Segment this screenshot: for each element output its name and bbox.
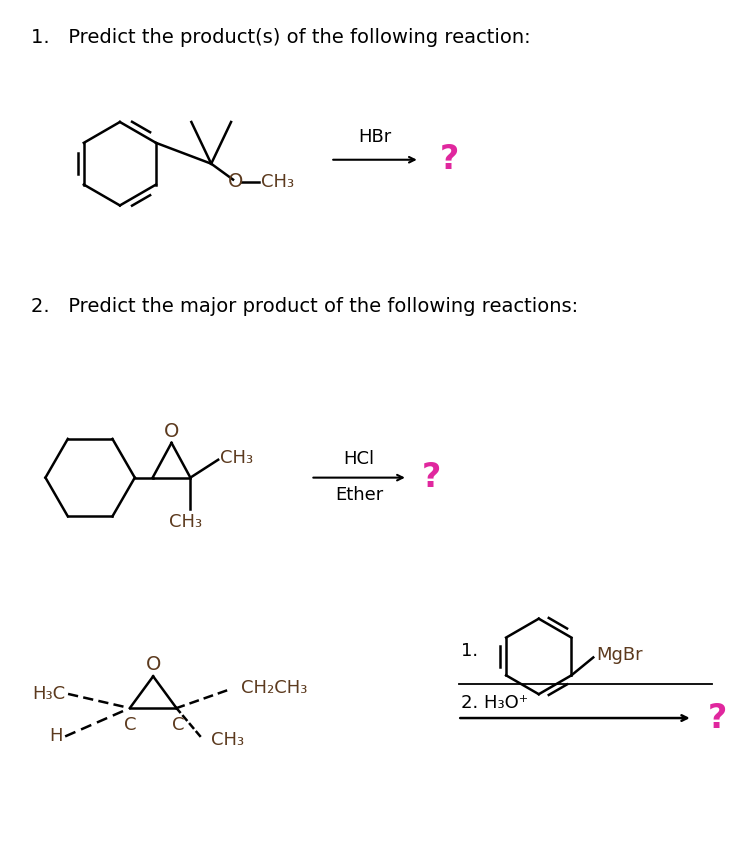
Text: ?: ?: [439, 143, 459, 176]
Text: CH₃: CH₃: [261, 172, 294, 191]
Text: H₃C: H₃C: [32, 685, 66, 703]
Text: 1.: 1.: [461, 642, 478, 661]
Text: MgBr: MgBr: [596, 647, 643, 664]
Text: 2. H₃O⁺: 2. H₃O⁺: [461, 695, 528, 712]
Text: ?: ?: [421, 461, 441, 494]
Text: O: O: [164, 422, 179, 441]
Text: O: O: [228, 172, 244, 191]
Text: C: C: [172, 716, 185, 734]
Text: ?: ?: [707, 701, 727, 734]
Text: O: O: [145, 655, 161, 674]
Text: H: H: [48, 727, 63, 745]
Text: CH₃: CH₃: [169, 513, 202, 532]
Text: C: C: [124, 716, 136, 734]
Text: Ether: Ether: [335, 485, 383, 504]
Text: 2.   Predict the major product of the following reactions:: 2. Predict the major product of the foll…: [31, 297, 577, 316]
Text: 1.   Predict the product(s) of the following reaction:: 1. Predict the product(s) of the followi…: [31, 28, 530, 46]
Text: CH₃: CH₃: [220, 449, 254, 467]
Text: HCl: HCl: [344, 450, 374, 468]
Text: CH₃: CH₃: [211, 731, 245, 749]
Text: CH₂CH₃: CH₂CH₃: [241, 679, 307, 697]
Text: HBr: HBr: [358, 127, 392, 146]
